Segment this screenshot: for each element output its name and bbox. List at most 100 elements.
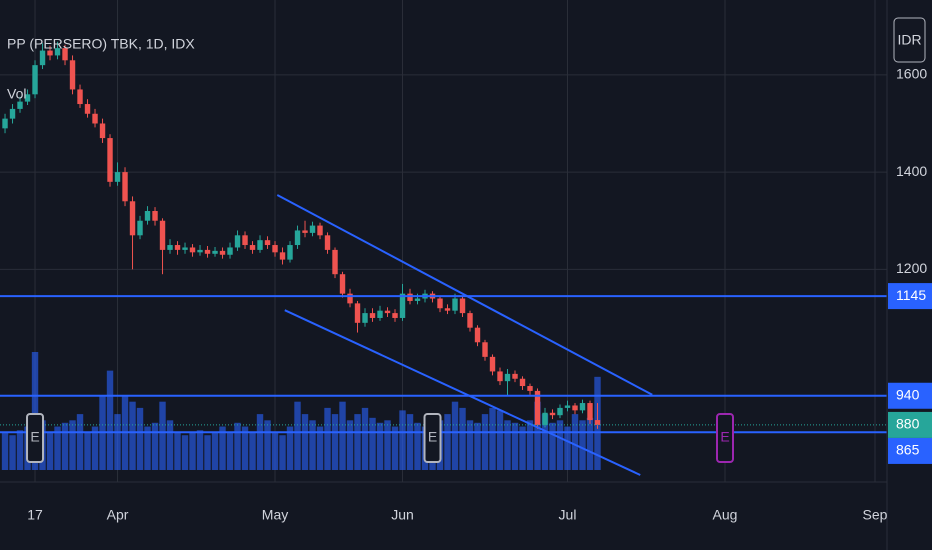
candle-body (294, 230, 301, 246)
volume-bar (504, 420, 511, 470)
candle-body (107, 138, 113, 182)
earnings-badge (716, 413, 735, 463)
volume-bar (354, 414, 361, 470)
volume-bar (376, 422, 384, 470)
volume-bar (129, 401, 136, 470)
volume-bar (264, 420, 271, 470)
volume-bar (279, 435, 286, 470)
candle-body (9, 108, 16, 119)
candle-body (362, 313, 368, 323)
candle-body (557, 407, 563, 416)
volume-bar (511, 422, 519, 470)
volume-bar (91, 426, 99, 470)
volume-bar (451, 401, 459, 470)
volume-bar (249, 432, 256, 470)
volume-bar (46, 432, 54, 470)
candle-body (129, 201, 136, 236)
candle-body (54, 48, 61, 56)
candles (2, 41, 601, 429)
candle-body (377, 310, 383, 318)
candle-body (137, 220, 143, 236)
candle-body (392, 313, 398, 318)
candle-body (189, 247, 196, 253)
volume-bar (444, 414, 451, 470)
volume-bar (211, 432, 219, 470)
candle-body (204, 249, 211, 254)
volume-bar (414, 422, 421, 470)
candle-body (437, 298, 443, 309)
candle-body (264, 240, 271, 246)
candle-body (489, 356, 496, 372)
price-label-box (888, 411, 932, 438)
candle-body (122, 172, 128, 202)
volume-bar (174, 432, 181, 470)
volume-bar (204, 435, 211, 470)
candle-body (474, 327, 481, 343)
volume-bar (16, 430, 24, 470)
candle-body (534, 390, 541, 425)
x-tick-label: Apr (107, 507, 129, 523)
volume-bar (534, 401, 541, 470)
candle-body (287, 245, 293, 260)
volume-bar (54, 426, 61, 470)
volume-bar (286, 426, 294, 470)
volume-bar (106, 370, 114, 470)
grid (0, 0, 887, 482)
y-tick-label: 1200 (896, 260, 927, 276)
candle-body (482, 342, 488, 357)
candle-body (414, 298, 421, 301)
candle-body (92, 113, 98, 124)
volume-bar (76, 414, 84, 470)
volume-bar (144, 426, 151, 470)
volume-bar (166, 420, 174, 470)
candle-body (399, 293, 406, 318)
volume-bar (406, 414, 414, 470)
volume-bar (189, 432, 196, 470)
candle-body (32, 65, 38, 95)
volume-bar (579, 420, 586, 470)
volume-bar (519, 426, 526, 470)
x-tick-label: Sep (863, 507, 888, 523)
earnings-label: E (720, 429, 729, 445)
volume-bar (316, 426, 324, 470)
candle-body (309, 225, 316, 233)
x-tick-label: 17 (27, 507, 43, 523)
volume-bar (181, 435, 189, 470)
candle-body (152, 211, 158, 221)
candle-body (257, 240, 263, 250)
candle-body (302, 230, 308, 233)
x-tick-label: Jul (559, 507, 577, 523)
earnings-badge (423, 413, 442, 463)
volume-bar (586, 417, 594, 470)
volume-bar (541, 414, 549, 470)
currency[interactable]: IDR (897, 32, 921, 48)
candle-body (17, 101, 23, 109)
candle-body (2, 118, 8, 129)
price-label: 865 (896, 442, 920, 458)
candle-body (354, 303, 361, 323)
candle-body (279, 252, 286, 260)
volume-bar (361, 407, 369, 470)
volume-bar (84, 432, 91, 470)
candle-body (84, 104, 91, 114)
volume-bar (234, 422, 241, 470)
volume-bar (1, 432, 9, 470)
candle-body (594, 420, 601, 425)
price-label: 880 (896, 416, 920, 432)
volume-bar (399, 410, 406, 470)
currency-button[interactable] (893, 17, 926, 63)
candle-body (347, 293, 353, 304)
volume-bar (369, 417, 376, 470)
candle-body (212, 250, 218, 254)
candle-body (272, 245, 278, 253)
candle-body (249, 245, 256, 250)
candle-body (527, 386, 533, 391)
volume-bar (136, 407, 144, 470)
candle-body (369, 313, 376, 318)
y-tick-label: 1400 (896, 163, 927, 179)
candle-body (219, 250, 226, 255)
volume-bar (481, 414, 489, 470)
candle-body (227, 247, 233, 255)
candle-body (467, 313, 473, 328)
candle-body (444, 308, 451, 311)
